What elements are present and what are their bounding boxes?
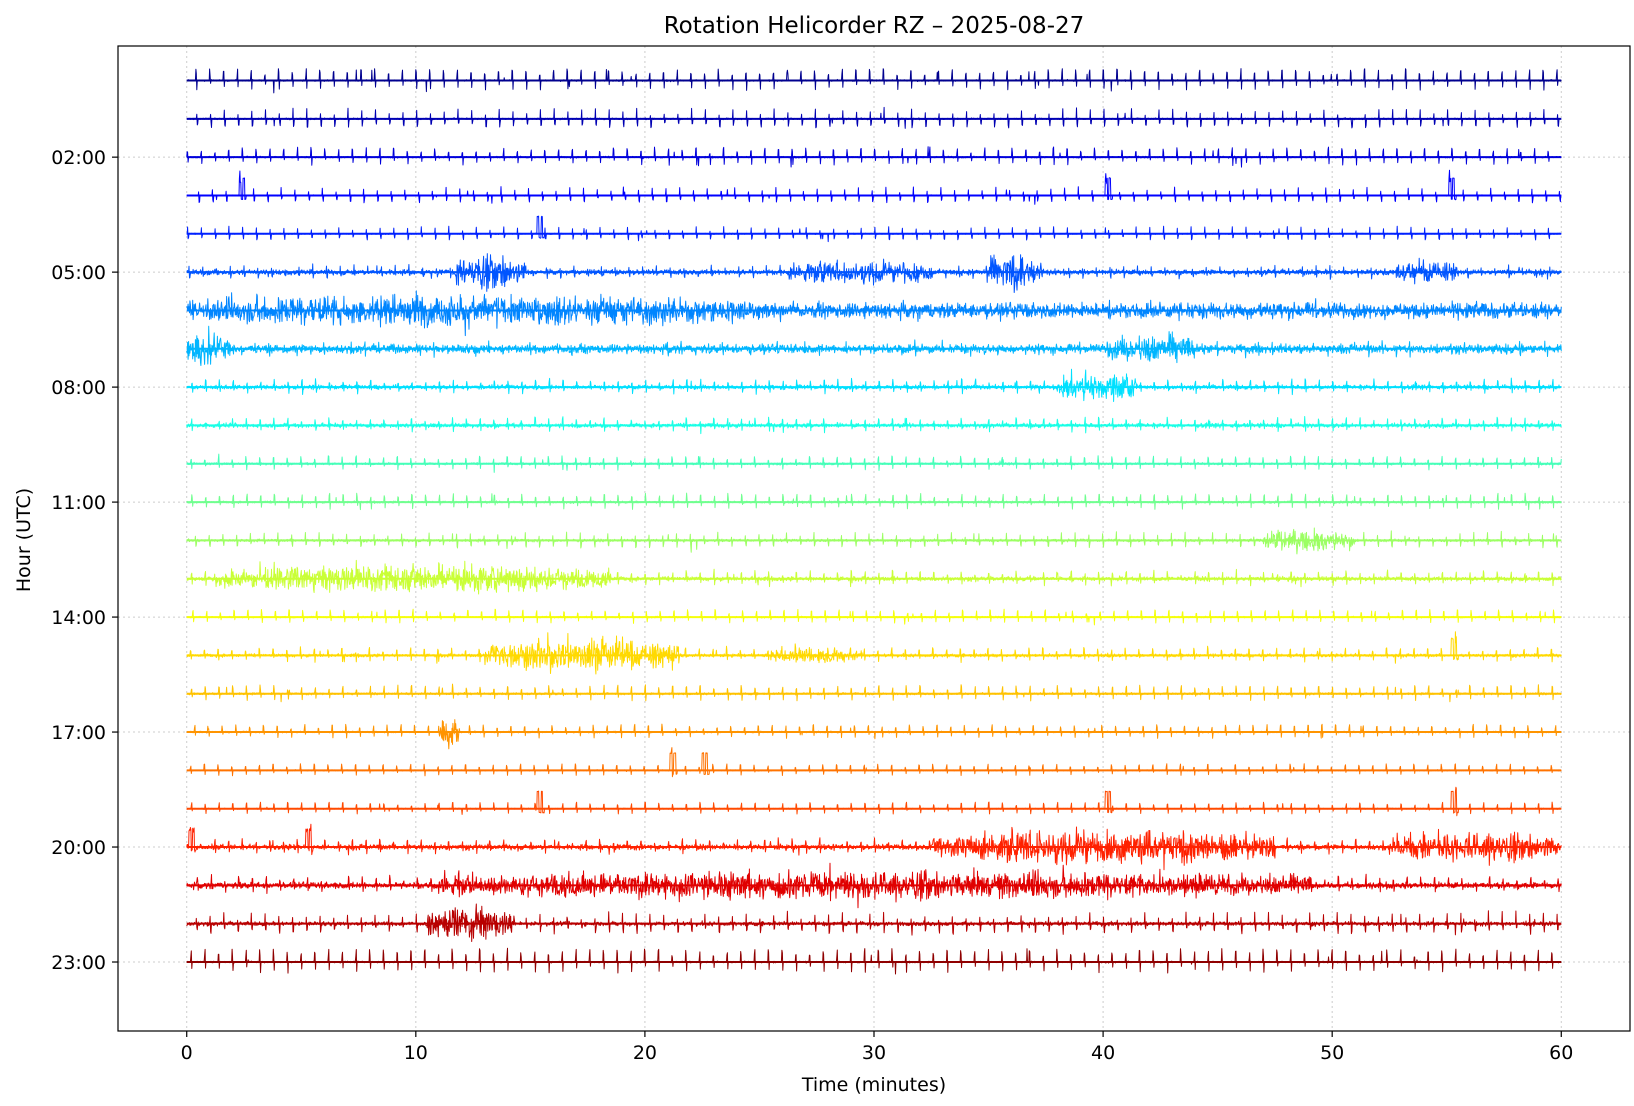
trace-hour-06 [186, 290, 1562, 337]
y-tick-label: 17:00 [51, 722, 106, 744]
x-tick-label: 30 [862, 1042, 886, 1064]
x-axis-label: Time (minutes) [801, 1074, 946, 1096]
y-tick-label: 14:00 [51, 607, 106, 629]
x-tick-label: 40 [1091, 1042, 1115, 1064]
x-axis: 0 10 20 30 40 50 60 [181, 1031, 1573, 1064]
traces-layer [186, 68, 1562, 975]
y-tick-label: 20:00 [51, 837, 106, 859]
x-tick-label: 50 [1320, 1042, 1344, 1064]
y-axis: 02:00 05:00 08:00 11:00 14:00 17:00 20:00 23:00 [51, 147, 118, 974]
y-tick-label: 11:00 [51, 492, 106, 514]
y-tick-label: 02:00 [51, 147, 106, 169]
x-tick-label: 60 [1549, 1042, 1573, 1064]
y-tick-label: 05:00 [51, 262, 106, 284]
x-tick-label: 0 [181, 1042, 193, 1064]
trace-hour-17 [186, 719, 1562, 750]
x-tick-label: 20 [633, 1042, 657, 1064]
y-tick-label: 23:00 [51, 952, 106, 974]
chart-title: Rotation Helicorder RZ – 2025-08-27 [664, 13, 1085, 39]
y-tick-label: 08:00 [51, 377, 106, 399]
y-axis-label: Hour (UTC) [13, 488, 35, 592]
x-tick-label: 10 [404, 1042, 428, 1064]
